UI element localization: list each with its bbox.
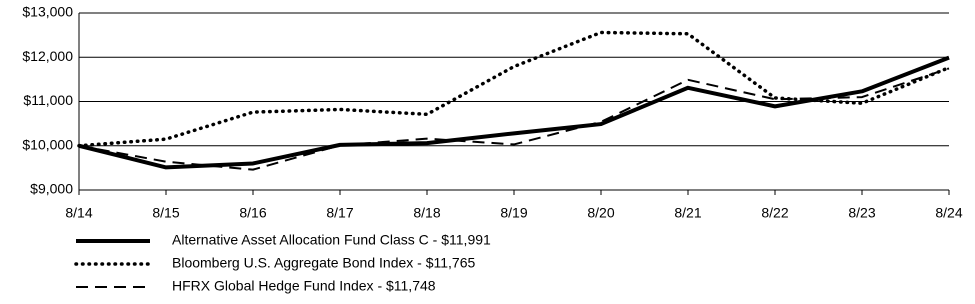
x-tick-label: 8/15 [152, 205, 179, 221]
x-tick-label: 8/14 [65, 205, 92, 221]
x-tick-label: 8/21 [674, 205, 701, 221]
y-tick-label: $9,000 [30, 181, 73, 197]
y-tick-label: $12,000 [22, 48, 73, 64]
y-tick-label: $10,000 [22, 136, 73, 152]
x-tick-label: 8/19 [500, 205, 527, 221]
series-line [78, 55, 950, 170]
legend-label: HFRX Global Hedge Fund Index - $11,748 [172, 278, 436, 294]
series-line [78, 67, 950, 171]
x-tick-label: 8/24 [935, 205, 962, 221]
x-tick-label: 8/18 [413, 205, 440, 221]
y-tick-label: $13,000 [22, 4, 73, 20]
x-tick-label: 8/22 [761, 205, 788, 221]
y-tick-label: $11,000 [23, 92, 73, 108]
x-tick-label: 8/16 [239, 205, 266, 221]
x-tick-label: 8/17 [326, 205, 353, 221]
x-tick-label: 8/20 [587, 205, 614, 221]
legend-label: Alternative Asset Allocation Fund Class … [172, 232, 491, 248]
legend-label: Bloomberg U.S. Aggregate Bond Index - $1… [172, 255, 475, 271]
x-tick-label: 8/23 [848, 205, 875, 221]
series-line [77, 30, 951, 148]
